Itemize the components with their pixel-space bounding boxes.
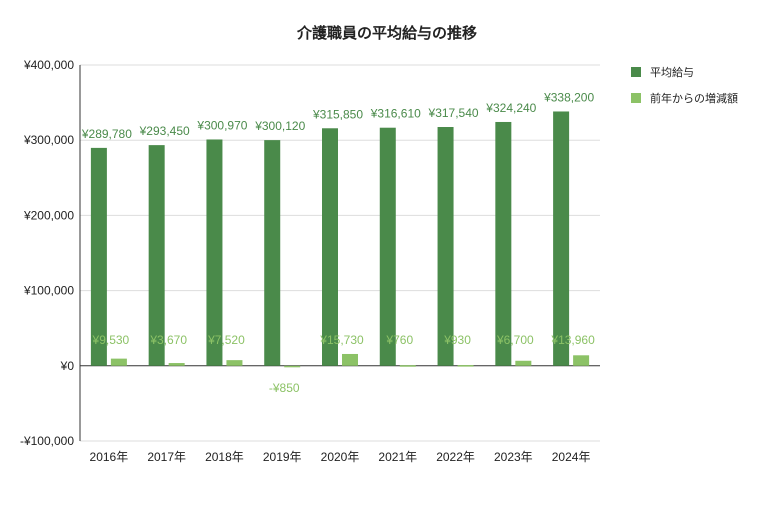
data-label: ¥930 (443, 333, 471, 347)
legend-label: 平均給与 (650, 65, 694, 79)
y-tick-label: ¥300,000 (23, 133, 74, 147)
bar-change (342, 353, 358, 366)
x-tick-label: 2020年 (321, 450, 360, 464)
x-tick-label: 2017年 (147, 450, 186, 464)
bar-salary (148, 145, 165, 366)
x-tick-label: 2019年 (263, 450, 302, 464)
data-label: ¥338,200 (543, 90, 594, 104)
data-label: ¥317,540 (428, 106, 479, 120)
bar-change (515, 360, 532, 366)
data-label: -¥850 (269, 381, 300, 395)
data-labels: ¥289,780 ¥293,450 ¥300,970 ¥300,120 ¥315,850… (81, 90, 595, 394)
bar-salary (379, 127, 396, 366)
y-tick-label: ¥0 (60, 359, 75, 373)
x-tick-label: 2016年 (90, 450, 129, 464)
chart-title: 介護職員の平均給与の推移 (296, 24, 477, 42)
bar-change (399, 365, 416, 367)
bar-change (168, 363, 185, 366)
data-label: ¥3,670 (149, 333, 187, 347)
y-tick-label: -¥100,000 (20, 434, 74, 448)
bar-salary (437, 127, 454, 366)
bar-salary (495, 121, 512, 366)
y-tick-label: ¥100,000 (23, 284, 74, 298)
bars (90, 111, 590, 368)
x-tick-label: 2021年 (378, 450, 417, 464)
y-axis-ticks: ¥400,000 ¥300,000 ¥200,000 ¥100,000 ¥0 -¥100,… (20, 58, 74, 448)
data-label: ¥324,240 (485, 101, 536, 115)
legend-label: 前年からの増減額 (650, 91, 738, 105)
data-label: ¥300,970 (196, 118, 247, 132)
bar-change (573, 355, 590, 366)
gridlines (79, 64, 600, 442)
legend-swatch (631, 93, 641, 103)
legend-swatch (631, 67, 641, 77)
data-label: ¥316,610 (370, 107, 421, 121)
bar-salary (553, 111, 570, 366)
x-tick-label: 2024年 (552, 450, 591, 464)
data-label: ¥289,780 (81, 127, 132, 141)
data-label: ¥7,520 (207, 333, 245, 347)
data-label: ¥300,120 (254, 119, 305, 133)
y-tick-label: ¥200,000 (23, 208, 74, 222)
bar-change (284, 365, 301, 368)
data-label: ¥760 (385, 333, 413, 347)
bar-salary (90, 147, 107, 366)
x-tick-label: 2022年 (436, 450, 475, 464)
y-tick-label: ¥400,000 (23, 58, 74, 72)
bar-change (226, 360, 243, 366)
x-axis-ticks: 2016年 2017年 2018年 2019年 2020年 2021年 2022年 2023年… (90, 450, 591, 464)
bar-salary (322, 128, 338, 366)
data-label: ¥9,530 (92, 333, 130, 347)
data-label: ¥315,850 (312, 107, 363, 121)
data-label: ¥13,960 (550, 333, 595, 347)
data-label: ¥6,700 (496, 333, 534, 347)
bar-change (110, 358, 127, 366)
bar-salary (264, 140, 281, 366)
bar-change (457, 365, 474, 367)
x-tick-label: 2023年 (494, 450, 533, 464)
data-label: ¥293,450 (139, 124, 190, 138)
bar-salary (206, 139, 223, 366)
data-label: ¥15,730 (319, 333, 364, 347)
x-tick-label: 2018年 (205, 450, 244, 464)
